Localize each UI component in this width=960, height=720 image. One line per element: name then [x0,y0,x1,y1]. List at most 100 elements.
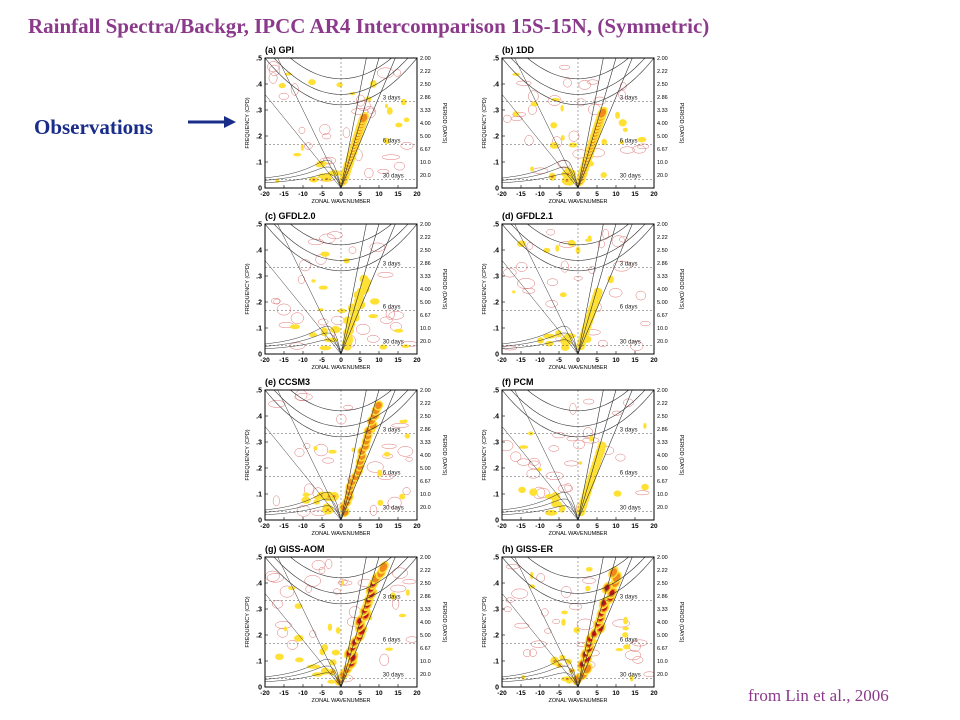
x-tick-label: -5 [319,523,325,530]
period-tick-label: 2.50 [657,82,668,88]
period-tick-label: 6.67 [420,479,431,485]
y-tick-label: .5 [256,388,262,395]
x-axis-title: ZONAL WAVENUMBER [548,698,607,704]
spectrum-plot: (c) GFDL2.0 3 days 6 days 30 days -20 -15 -10 -… [245,211,447,371]
x-tick-label: -5 [556,690,562,697]
y-tick-label: .1 [256,326,262,333]
x-tick-label: 15 [631,523,639,530]
x-tick-label: 20 [413,357,421,364]
period-tick-label: 4.00 [420,620,431,626]
period-tick-label: 5.00 [657,300,668,306]
y-tick-label: .2 [493,300,499,307]
period-tick-label: 5.00 [420,134,431,140]
y-tick-label: .5 [493,56,499,63]
period-tick-label: 4.00 [657,620,668,626]
x-tick-label: -10 [535,191,545,198]
y-tick-label: .1 [493,492,499,499]
y-tick-label: .4 [256,581,262,588]
y-tick-label: .1 [493,326,499,333]
x-axis-title: ZONAL WAVENUMBER [311,531,370,537]
x-tick-label: 5 [595,191,599,198]
x-tick-label: 5 [358,357,362,364]
y-axis-title: FREQUENCY (CPD) [245,97,251,148]
x-tick-label: 10 [612,191,620,198]
y-tick-label: .3 [493,274,499,281]
y-axis-title-right: PERIOD (DAYS) [441,103,447,144]
x-tick-label: -20 [260,523,270,530]
y-tick-label: .2 [256,134,262,141]
x-tick-label: 10 [375,191,383,198]
x-tick-label: -5 [556,191,562,198]
period-tick-label: 5.00 [657,466,668,472]
y-axis-title: FREQUENCY (CPD) [245,596,251,647]
y-tick-label: 0 [495,186,499,193]
period-tick-label: 2.50 [420,414,431,420]
y-tick-label: 0 [495,518,499,525]
period-annotation: 3 days [620,427,638,433]
y-tick-label: .5 [493,388,499,395]
x-axis-title: ZONAL WAVENUMBER [548,365,607,371]
spectrum-panel: (e) CCSM3 3 days 6 days 30 days -20 -15 -10 -5 0… [235,374,450,542]
period-tick-label: 5.00 [420,300,431,306]
x-tick-label: -5 [319,690,325,697]
period-annotation: 6 days [620,139,638,145]
y-tick-label: 0 [258,186,262,193]
period-tick-label: 2.00 [420,555,431,561]
period-tick-label: 20.0 [420,672,431,678]
period-tick-label: 6.67 [420,147,431,153]
x-axis-title: ZONAL WAVENUMBER [311,698,370,704]
y-tick-label: .5 [256,222,262,229]
period-annotation: 3 days [620,594,638,600]
panel-label: (c) GFDL2.0 [265,211,316,221]
y-tick-label: .4 [493,248,499,255]
period-tick-label: 4.00 [657,121,668,127]
x-tick-label: -10 [298,191,308,198]
period-tick-label: 2.00 [420,56,431,62]
x-tick-label: -15 [516,523,526,530]
period-tick-label: 3.33 [420,108,431,114]
period-tick-label: 2.50 [420,248,431,254]
x-tick-label: 20 [413,523,421,530]
panel-label: (h) GISS-ER [502,544,553,554]
x-tick-label: -5 [556,357,562,364]
spectrum-plot: (d) GFDL2.1 3 days 6 days 30 days -20 -15 -10 -… [482,211,684,371]
spectrum-plot: (e) CCSM3 3 days 6 days 30 days -20 -15 -10 -5 0… [245,377,447,537]
panel-label: (a) GPI [265,45,294,55]
x-tick-label: 15 [394,523,402,530]
panel-label: (b) 1DD [502,45,534,55]
spectrum-panel: (a) GPI 3 days 6 days 30 days -20 -15 -10 -5 0 5 1… [235,42,450,210]
x-tick-label: 5 [595,357,599,364]
x-tick-label: -5 [556,523,562,530]
period-tick-label: 3.33 [420,440,431,446]
y-tick-label: 0 [258,685,262,692]
x-tick-label: 10 [375,690,383,697]
y-axis-title-right: PERIOD (DAYS) [678,103,684,144]
period-tick-label: 10.0 [420,492,431,498]
y-tick-label: 0 [495,685,499,692]
y-tick-label: .5 [256,56,262,63]
x-tick-label: -20 [497,191,507,198]
period-tick-label: 2.22 [420,69,431,75]
y-tick-label: 0 [495,352,499,359]
x-tick-label: 5 [358,690,362,697]
y-axis-title: FREQUENCY (CPD) [245,263,251,314]
x-tick-label: 15 [394,191,402,198]
x-tick-label: -20 [497,357,507,364]
x-tick-label: -20 [260,690,270,697]
period-tick-label: 2.00 [657,56,668,62]
period-annotation: 3 days [620,95,638,101]
period-tick-label: 10.0 [657,160,668,166]
y-axis-title-right: PERIOD (DAYS) [678,435,684,476]
x-tick-label: -10 [535,357,545,364]
x-tick-label: -10 [298,357,308,364]
period-tick-label: 5.00 [657,134,668,140]
source-credit: from Lin et al., 2006 [748,686,889,705]
period-annotation: 6 days [383,305,401,311]
period-annotation: 30 days [383,505,404,511]
x-tick-label: 10 [375,523,383,530]
x-axis-title: ZONAL WAVENUMBER [311,199,370,205]
period-tick-label: 20.0 [420,505,431,511]
period-tick-label: 2.22 [420,568,431,574]
period-tick-label: 2.50 [420,581,431,587]
y-axis-title: FREQUENCY (CPD) [482,429,488,480]
